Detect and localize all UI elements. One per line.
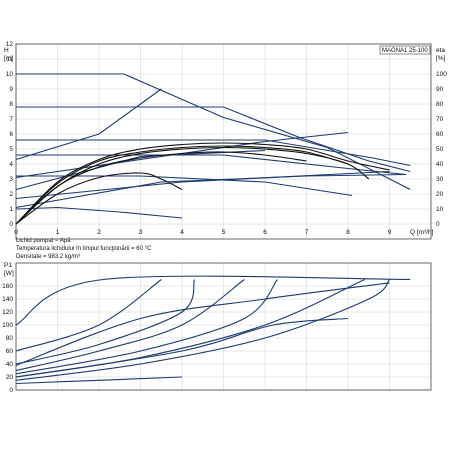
- eta-axis-unit: [%]: [436, 55, 446, 62]
- power-curve: [15, 282, 390, 366]
- power-tick-label: 40: [6, 361, 14, 368]
- note-density: Densitate = 983.2 kg/m³: [16, 254, 80, 260]
- head-axis-unit: [m]: [4, 55, 13, 62]
- power-tick-label: 100: [2, 322, 13, 329]
- flow-tick-label: 2: [97, 229, 101, 236]
- eta-tick-label: 100: [436, 71, 447, 78]
- eta-tick-label: 60: [436, 131, 444, 138]
- eta-tick-label: 20: [436, 191, 444, 198]
- head-tick-label: 9: [9, 86, 13, 93]
- head-gridlines: [15, 43, 431, 239]
- flow-tick-label: 8: [346, 229, 350, 236]
- power-curve: [15, 275, 411, 326]
- head-curve: [16, 73, 411, 190]
- eta-axis-label: eta: [436, 47, 445, 54]
- flow-tick-label: 5: [222, 229, 226, 236]
- power-tick-label: 20: [6, 374, 14, 381]
- eta-tick-label: 30: [436, 176, 444, 183]
- power-curve: [15, 279, 162, 352]
- head-curve: [15, 173, 407, 209]
- head-curve: [16, 175, 353, 197]
- head-tick-label: 1: [9, 206, 13, 213]
- head-curve: [16, 106, 411, 173]
- head-tick-label: 3: [9, 176, 13, 183]
- head-tick-label: 10: [6, 71, 14, 78]
- power-tick-label: 60: [6, 348, 14, 355]
- power-axis-label: P1: [4, 262, 12, 269]
- flow-tick-label: 4: [180, 229, 184, 236]
- head-axis-label: H: [4, 47, 9, 54]
- head-tick-label: 6: [9, 131, 13, 138]
- head-ticks: 0 1 2 3 4 5 6 7 8 9012345678910111201020304050607…: [6, 41, 447, 236]
- head-plot-frame: [15, 43, 432, 240]
- flow-tick-label: 6: [263, 229, 267, 236]
- head-curve: [16, 139, 411, 167]
- head-tick-label: 0: [9, 221, 13, 228]
- note-temperature: Temperatura lichidului în timpul funcţio…: [16, 246, 152, 252]
- eta-tick-label: 50: [436, 146, 444, 153]
- flow-tick-label: 3: [139, 229, 143, 236]
- efficiency-curve: [15, 151, 307, 225]
- model-box: [379, 45, 431, 55]
- efficiency-curve: [15, 146, 370, 225]
- eta-tick-label: 40: [436, 161, 444, 168]
- power-axis-unit: [W]: [4, 270, 14, 277]
- power-curves: [15, 275, 411, 385]
- eta-tick-label: 10: [436, 206, 444, 213]
- flow-tick-label: 7: [305, 229, 309, 236]
- flow-tick-label: 1: [56, 229, 60, 236]
- note-liquid: Lichid pompat = Apă: [16, 238, 71, 244]
- power-curve: [15, 317, 349, 378]
- eta-tick-label: 70: [436, 116, 444, 123]
- head-curve: [15, 88, 162, 161]
- flow-axis-label: Q [m³/h]: [410, 229, 434, 236]
- power-curve: [15, 279, 278, 375]
- power-curve: [15, 279, 195, 365]
- eta-tick-label: 90: [436, 86, 444, 93]
- eta-tick-label: 80: [436, 101, 444, 108]
- head-tick-label: 12: [6, 41, 14, 48]
- power-tick-label: 140: [2, 296, 13, 303]
- head-tick-label: 8: [9, 101, 13, 108]
- power-ticks: 0 20 40 60 80 100 120 140 160: [2, 283, 13, 394]
- power-tick-label: 0: [9, 387, 13, 394]
- eta-tick-label: 0: [436, 221, 440, 228]
- power-curve: [15, 278, 365, 378]
- power-gridlines: [15, 263, 431, 391]
- head-tick-label: 11: [6, 56, 13, 63]
- power-tick-label: 80: [6, 335, 14, 342]
- efficiency-curve: [15, 145, 349, 225]
- efficiency-curve: [15, 172, 183, 225]
- head-tick-label: 7: [9, 116, 13, 123]
- power-tick-label: 160: [2, 283, 13, 290]
- head-tick-label: 4: [9, 161, 13, 168]
- power-tick-label: 120: [2, 309, 13, 316]
- head-tick-label: 5: [9, 146, 13, 153]
- model-label: MAGNA1 25-100: [382, 48, 428, 54]
- head-curve: [15, 170, 390, 200]
- power-curve: [15, 279, 390, 381]
- power-curve: [15, 376, 183, 385]
- power-curve: [15, 279, 245, 372]
- power-plot-frame: [15, 262, 432, 391]
- head-curves: [15, 73, 411, 225]
- head-tick-label: 2: [9, 191, 13, 198]
- flow-tick-label: 9: [388, 229, 392, 236]
- efficiency-curve: [15, 142, 390, 225]
